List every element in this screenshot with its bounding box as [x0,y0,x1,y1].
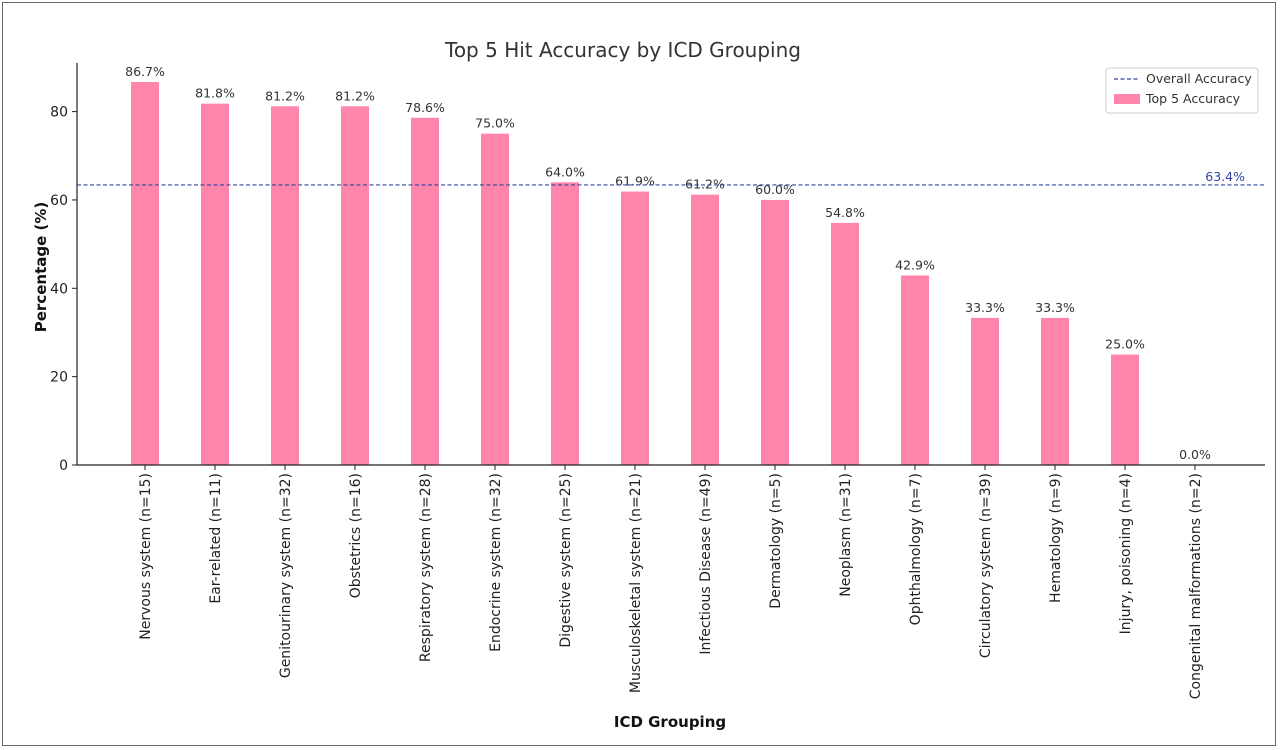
bar-value-label-neoplasm-n-31: 54.8% [825,205,865,220]
bar-nervous-system-n-15 [131,81,159,465]
overall-accuracy-value-label: 63.4% [1205,169,1245,184]
bar-ophthalmology-n-7 [901,275,929,465]
x-tick-label-injury-poisoning-n-4: Injury, poisoning (n=4) [1118,473,1134,634]
x-tick-label-respiratory-system-n-28: Respiratory system (n=28) [418,473,434,662]
x-tick-label-ophthalmology-n-7: Ophthalmology (n=7) [908,473,924,625]
bar-respiratory-system-n-28 [411,117,439,466]
legend-overall-accuracy-label: Overall Accuracy [1146,71,1252,86]
x-tick-label-hematology-n-9: Hematology (n=9) [1048,473,1064,603]
bar-value-label-infectious-disease-n-49: 61.2% [685,177,725,192]
y-tick-label-40: 40 [50,281,68,297]
x-tick-label-musculoskeletal-system-n-21: Musculoskeletal system (n=21) [628,473,644,693]
bar-ear-related-n-11 [201,103,229,466]
bar-circulatory-system-n-39 [971,317,999,465]
bar-value-label-genitourinary-system-n-32: 81.2% [265,88,305,103]
x-tick-label-endocrine-system-n-32: Endocrine system (n=32) [488,473,504,652]
x-tick-label-nervous-system-n-15: Nervous system (n=15) [138,473,154,640]
bar-value-label-ear-related-n-11: 81.8% [195,86,235,101]
x-axis-label: ICD Grouping [614,713,726,731]
y-tick-label-20: 20 [50,370,68,386]
bar-musculoskeletal-system-n-21 [621,191,649,466]
x-tick-label-neoplasm-n-31: Neoplasm (n=31) [838,473,854,597]
bar-dermatology-n-5 [761,199,789,465]
bar-value-label-respiratory-system-n-28: 78.6% [405,100,445,115]
x-tick-label-ear-related-n-11: Ear-related (n=11) [208,473,224,604]
bar-chart: Top 5 Hit Accuracy by ICD Grouping Perce… [32,38,1265,731]
y-axis-label: Percentage (%) [32,202,50,332]
bar-obstetrics-n-16 [341,106,369,466]
bar-value-label-obstetrics-n-16: 81.2% [335,88,375,103]
bar-digestive-system-n-25 [551,182,579,465]
bar-value-label-circulatory-system-n-39: 33.3% [965,300,1005,315]
x-tick-label-genitourinary-system-n-32: Genitourinary system (n=32) [278,473,294,678]
bar-value-label-ophthalmology-n-7: 42.9% [895,257,935,272]
y-tick-label-80: 80 [50,105,68,121]
bar-value-label-dermatology-n-5: 60.0% [755,182,795,197]
chart-title: Top 5 Hit Accuracy by ICD Grouping [444,38,801,62]
x-tick-label-infectious-disease-n-49: Infectious Disease (n=49) [698,473,714,655]
bar-value-label-injury-poisoning-n-4: 25.0% [1105,337,1145,352]
bar-value-label-musculoskeletal-system-n-21: 61.9% [615,174,655,189]
bar-neoplasm-n-31 [831,222,859,465]
bar-value-label-hematology-n-9: 33.3% [1035,300,1075,315]
bar-value-label-digestive-system-n-25: 64.0% [545,164,585,179]
y-tick-label-0: 0 [59,458,68,474]
bar-genitourinary-system-n-32 [271,106,299,466]
legend: Overall Accuracy Top 5 Accuracy [1105,67,1259,114]
bar-value-label-endocrine-system-n-32: 75.0% [475,116,515,131]
bar-endocrine-system-n-32 [481,133,509,465]
x-tick-label-digestive-system-n-25: Digestive system (n=25) [558,473,574,648]
x-tick-label-congenital-malformations-n-2: Congenital malformations (n=2) [1188,473,1204,699]
bar-infectious-disease-n-49 [691,194,719,465]
x-tick-label-circulatory-system-n-39: Circulatory system (n=39) [978,473,994,658]
bar-hematology-n-9 [1041,317,1069,465]
y-tick-label-60: 60 [50,193,68,209]
bar-injury-poisoning-n-4 [1111,354,1139,465]
legend-top5-accuracy-label: Top 5 Accuracy [1145,91,1241,106]
bar-value-label-congenital-malformations-n-2: 0.0% [1179,447,1211,462]
legend-top5-accuracy-swatch [1114,94,1140,104]
x-tick-label-dermatology-n-5: Dermatology (n=5) [768,473,784,609]
legend-box [1105,67,1259,114]
x-tick-label-obstetrics-n-16: Obstetrics (n=16) [348,473,364,598]
bar-value-label-nervous-system-n-15: 86.7% [125,64,165,79]
